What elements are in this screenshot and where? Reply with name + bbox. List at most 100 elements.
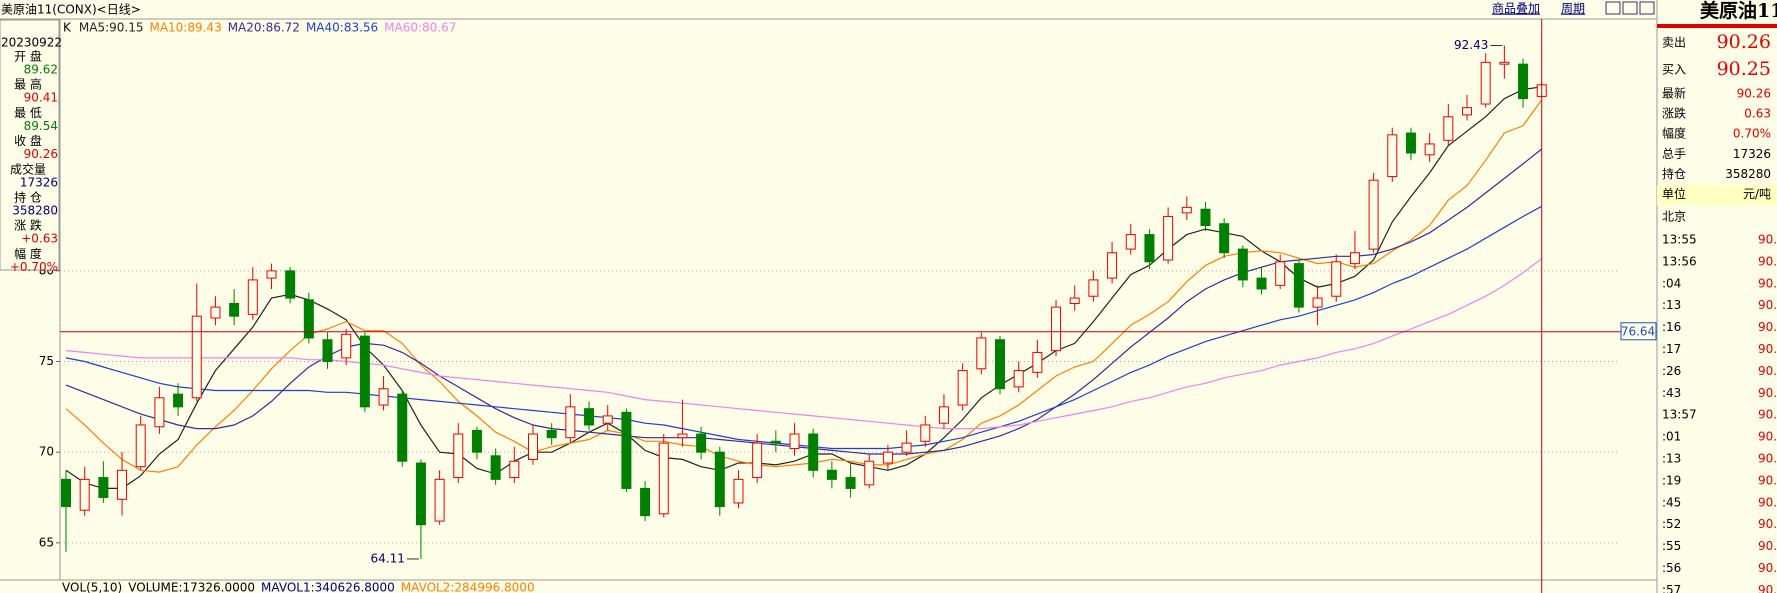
toolbar-icons bbox=[1605, 1, 1655, 15]
candle-body bbox=[752, 442, 763, 479]
candle-body bbox=[826, 469, 837, 480]
tick-time: :19 bbox=[1662, 473, 1681, 487]
tick-price: 90. bbox=[1758, 495, 1777, 509]
tick-time: :16 bbox=[1662, 320, 1681, 334]
tick-time: :55 bbox=[1662, 539, 1681, 553]
info-value: 90.41 bbox=[24, 91, 58, 105]
candle-body bbox=[378, 388, 389, 406]
quote-label: 幅度 bbox=[1662, 126, 1686, 141]
info-label: 成交量 bbox=[10, 161, 46, 176]
candle-body bbox=[1069, 297, 1080, 304]
quote-panel: 美原油11 北京 卖出 90.26 买入 90.25 最新 90.26 涨跌 0.63 幅度 0.… bbox=[1657, 0, 1777, 593]
legend-entry: MA40:83.56 bbox=[306, 21, 378, 35]
volume-legend-entry: MAVOL1:340626.8000 bbox=[261, 581, 395, 593]
tick-time: :43 bbox=[1662, 386, 1681, 400]
quote-value: 0.63 bbox=[1744, 107, 1771, 121]
info-label: 涨 跌 bbox=[14, 218, 42, 233]
candle-body bbox=[882, 451, 893, 464]
candle-body bbox=[1424, 143, 1435, 156]
volume-legend-entry: VOL(5,10) bbox=[62, 581, 122, 593]
cursor-price-box bbox=[1620, 322, 1657, 341]
tick-time: 13:55 bbox=[1662, 233, 1697, 247]
candle-body bbox=[789, 433, 800, 450]
quote-title: 美原油11 bbox=[1700, 0, 1777, 22]
icon[interactable] bbox=[1639, 1, 1655, 15]
overlay-button[interactable]: 商品叠加 bbox=[1492, 1, 1540, 16]
candle-body bbox=[453, 433, 464, 479]
candle-body bbox=[61, 478, 71, 508]
candle-body bbox=[490, 455, 501, 480]
candle-body bbox=[1181, 206, 1192, 214]
candle-body bbox=[1387, 134, 1398, 178]
tick-price: 90. bbox=[1758, 561, 1777, 575]
info-label: 最 高 bbox=[14, 77, 42, 92]
candle-body bbox=[714, 451, 725, 508]
candle-body bbox=[397, 393, 408, 462]
tick-time: :17 bbox=[1662, 342, 1681, 356]
y-tick-label: 70 bbox=[39, 445, 54, 459]
quote-value: 90.26 bbox=[1717, 31, 1771, 53]
quote-label: 总手 bbox=[1662, 147, 1686, 161]
candle-body bbox=[976, 337, 987, 370]
candle-body bbox=[79, 478, 90, 511]
quote-label: 买入 bbox=[1662, 63, 1686, 77]
extreme-label: 92.43 bbox=[1454, 38, 1488, 52]
tick-price: 90. bbox=[1758, 408, 1777, 422]
cursor-price-label: 76.64 bbox=[1621, 324, 1655, 338]
icon[interactable] bbox=[1605, 1, 1621, 15]
volume-legend-entry: VOLUME:17326.0000 bbox=[128, 581, 255, 593]
tick-time: :13 bbox=[1662, 452, 1681, 466]
tick-time: 13:57 bbox=[1662, 408, 1697, 422]
candle-body bbox=[995, 339, 1005, 390]
candle-body bbox=[938, 406, 949, 424]
legend-entry: MA60:80.67 bbox=[384, 21, 456, 35]
candle-body bbox=[696, 433, 707, 453]
candle-body bbox=[1331, 261, 1342, 297]
candle-body bbox=[1237, 248, 1248, 281]
tick-price: 90. bbox=[1758, 386, 1777, 400]
quote-label: 涨跌 bbox=[1662, 106, 1686, 121]
tick-price: 90. bbox=[1758, 539, 1777, 553]
title-underline bbox=[1657, 24, 1777, 28]
info-panel: 20230922 开 盘89.62最 高90.41最 低89.54收 盘90.2… bbox=[0, 19, 62, 274]
candle-body bbox=[1368, 179, 1379, 250]
ma-line bbox=[65, 205, 1542, 450]
tick-time: :52 bbox=[1662, 517, 1681, 531]
location: 北京 bbox=[1662, 210, 1686, 224]
candle-body bbox=[135, 424, 146, 468]
tick-time: :45 bbox=[1662, 495, 1681, 509]
candle-body bbox=[1144, 234, 1155, 263]
candle-body bbox=[229, 302, 240, 317]
icon[interactable] bbox=[1622, 1, 1638, 15]
candle-body bbox=[1405, 132, 1416, 154]
candle-body bbox=[1125, 234, 1136, 250]
candle-body bbox=[733, 478, 744, 504]
info-value: 358280 bbox=[12, 204, 58, 218]
ma-line bbox=[65, 148, 1543, 455]
info-value: 89.62 bbox=[24, 63, 58, 77]
ma-line bbox=[65, 258, 1543, 430]
candle-body bbox=[528, 433, 538, 460]
period-button[interactable]: 周期 bbox=[1561, 2, 1585, 16]
quote-value: 元/吨 bbox=[1743, 187, 1771, 201]
volume-legend: VOL(5,10) VOLUME:17326.0000 MAVOL1:340626.… bbox=[62, 581, 535, 593]
info-panel-box bbox=[0, 19, 60, 271]
info-value: +0.70% bbox=[10, 260, 58, 274]
candle-body bbox=[266, 270, 277, 279]
candle-body bbox=[509, 460, 520, 479]
info-value: 90.26 bbox=[24, 147, 58, 161]
candle-body bbox=[1051, 306, 1062, 352]
candle-body bbox=[1088, 279, 1099, 297]
candle-body bbox=[1256, 277, 1267, 290]
info-label: 最 低 bbox=[14, 106, 42, 120]
candle-body bbox=[1163, 215, 1174, 261]
candle-body bbox=[322, 339, 333, 363]
candle-body bbox=[1293, 263, 1304, 308]
y-tick-label: 75 bbox=[39, 354, 54, 368]
candle-body bbox=[1480, 61, 1491, 105]
candle-body bbox=[303, 299, 314, 339]
quote-value: 0.70% bbox=[1733, 127, 1771, 141]
candle-body bbox=[546, 429, 557, 439]
quote-label: 持仓 bbox=[1662, 166, 1686, 181]
candle-body bbox=[1200, 208, 1211, 227]
